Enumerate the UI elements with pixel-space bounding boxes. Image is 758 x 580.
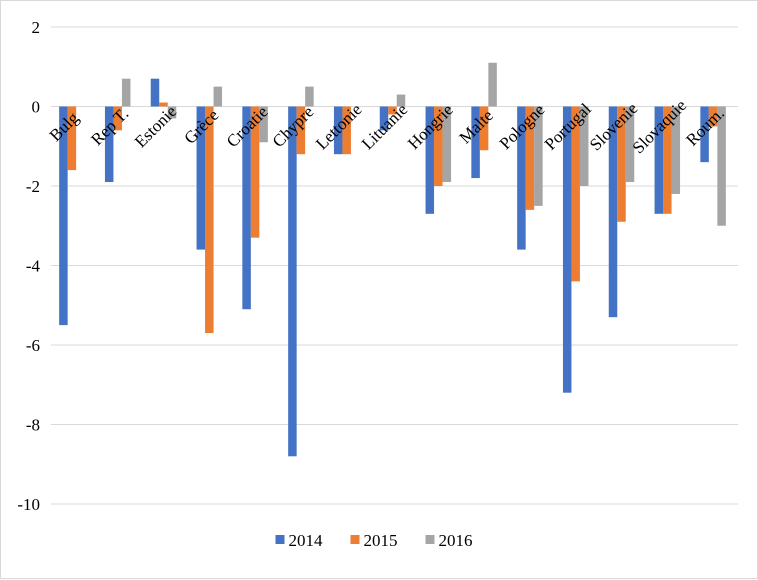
bar-2015-Bulg (67, 106, 77, 171)
category-label: Estonie (131, 102, 180, 151)
bar-2016-Rep T. (121, 78, 131, 107)
bar-2016-Chypre (305, 86, 314, 107)
bar-2014-Rep T. (104, 106, 114, 183)
bar-2014-Grèce (196, 106, 206, 250)
y-tick-label: -4 (26, 257, 41, 276)
bar-2015-Pologne (525, 106, 535, 210)
bar-2016-Roum. (717, 106, 726, 226)
bar-2015-Lituanie (388, 106, 397, 115)
bar-2015-Portugal (571, 106, 580, 282)
bar-2015-Slovenie (617, 106, 626, 222)
bar-2014-Bulg (59, 106, 68, 326)
bar-2014-Hongrie (425, 106, 435, 214)
bar-2015-Croatie (250, 106, 260, 238)
bar-2016-Lituanie (396, 94, 406, 107)
bar-2016-Croatie (259, 106, 268, 143)
bar-2014-Slovenie (608, 106, 618, 318)
legend-swatch-2015 (350, 535, 360, 544)
legend-swatch-2014 (275, 535, 285, 544)
bar-2014-Lituanie (379, 106, 389, 131)
bar-2014-Estonie (150, 78, 160, 107)
bars-layer (59, 62, 726, 457)
y-tick-label: -2 (26, 177, 40, 196)
y-tick-label: -8 (26, 416, 40, 435)
bar-2016-Pologne (534, 106, 543, 206)
bar-2015-Grèce (205, 106, 214, 334)
bar-2015-Roum. (708, 106, 718, 127)
category-label: Bulg (46, 108, 83, 145)
bar-2014-Roum. (700, 106, 709, 163)
bar-2014-Pologne (517, 106, 526, 250)
bar-2016-Estonie (167, 106, 177, 119)
bar-2016-Portugal (579, 106, 589, 186)
legend-label: 2016 (439, 531, 473, 550)
legend-swatch-2016 (425, 535, 435, 544)
bar-2016-Slovaquie (671, 106, 681, 194)
bar-2016-Slovenie (625, 106, 635, 183)
bar-2015-Lettonie (342, 106, 351, 155)
bar-2015-Hongrie (434, 106, 443, 186)
bar-2015-Chypre (296, 106, 306, 155)
bar-2016-Hongrie (442, 106, 452, 183)
bar-2014-Portugal (562, 106, 572, 393)
bar-2015-Slovaquie (663, 106, 672, 214)
bar-2014-Malte (471, 106, 480, 179)
bar-2014-Slovaquie (654, 106, 664, 214)
bar-2016-Grèce (213, 86, 223, 107)
bar-2015-Rep T. (113, 106, 122, 131)
bar-2014-Chypre (288, 106, 297, 457)
legend-label: 2014 (289, 531, 324, 550)
bar-2014-Croatie (242, 106, 251, 310)
legend: 2014 2015 2016 (275, 531, 473, 550)
bar-2015-Malte (479, 106, 489, 151)
legend-label: 2015 (364, 531, 398, 550)
y-tick-label: 0 (32, 98, 41, 117)
y-tick-label: 2 (32, 18, 41, 37)
bar-2016-Malte (488, 62, 497, 107)
y-tick-label: -6 (26, 336, 40, 355)
bar-2014-Lettonie (333, 106, 343, 155)
bar-2015-Estonie (159, 102, 168, 107)
y-axis-ticks: 2 0 -2 -4 -6 -8 -10 (17, 18, 40, 514)
y-tick-label: -10 (17, 495, 40, 514)
